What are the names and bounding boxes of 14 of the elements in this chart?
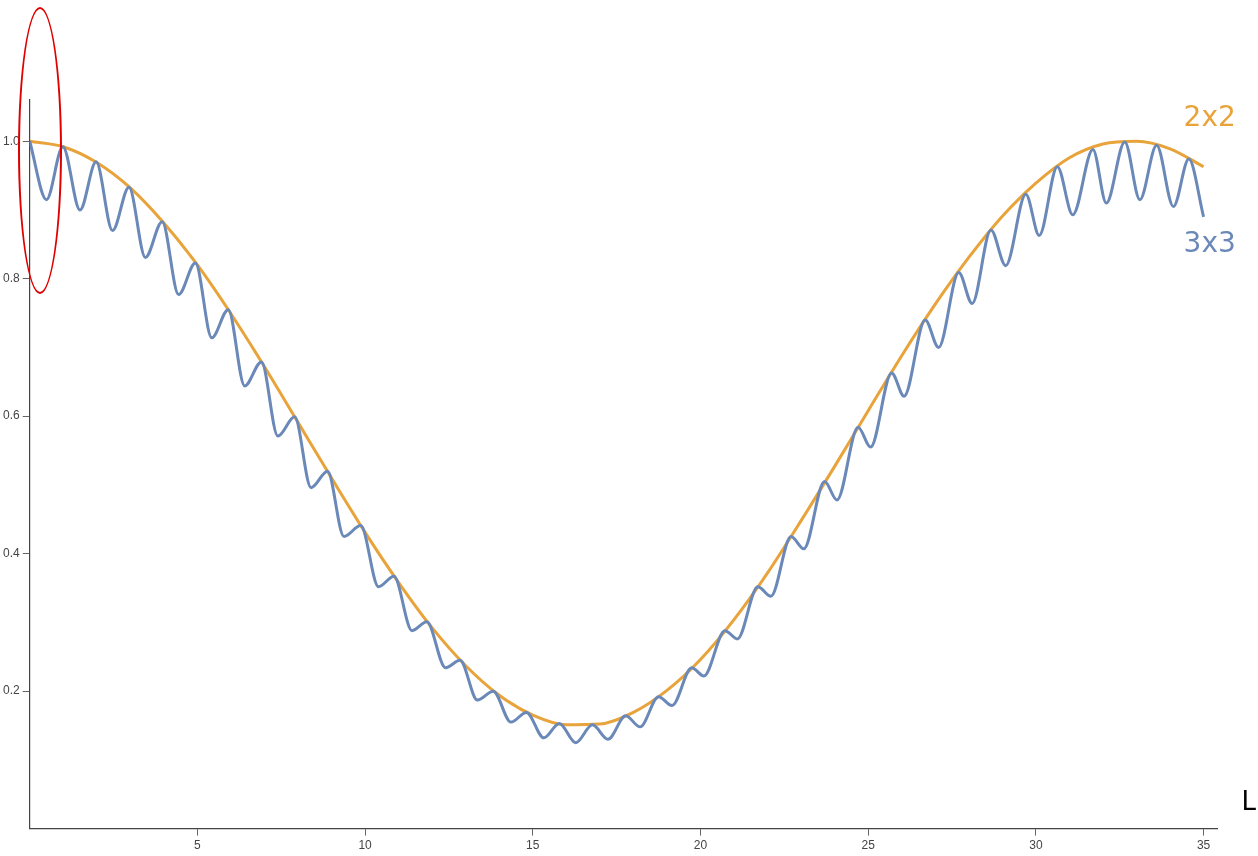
x-tick-label: 10	[358, 838, 373, 853]
y-tick-label: 0.8	[2, 271, 20, 286]
y-tick-label: 0.6	[2, 408, 20, 423]
x-tick-label: 30	[1029, 838, 1043, 853]
x-tick-label: 5	[194, 838, 202, 853]
x-tick-label: 15	[526, 838, 540, 853]
y-tick-label: 0.4	[2, 545, 20, 560]
x-axis-title: L	[1241, 786, 1257, 817]
series-label: 2x2	[1183, 99, 1236, 133]
y-tick-label: 0.2	[2, 683, 20, 698]
x-tick-label: 25	[861, 838, 876, 853]
x-tick-label: 35	[1196, 838, 1211, 853]
series-label: 3x3	[1183, 226, 1236, 260]
x-tick-label: 20	[693, 838, 708, 853]
